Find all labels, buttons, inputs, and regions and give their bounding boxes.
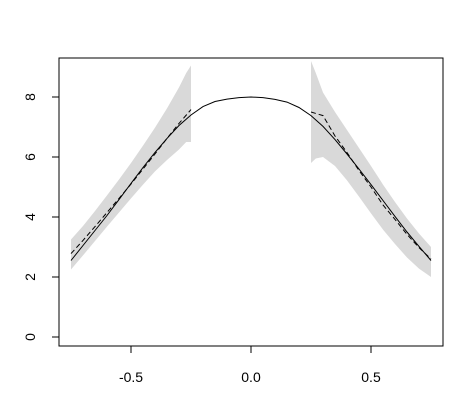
y-tick-label: 2 — [22, 273, 38, 281]
dashed-series-line-3 — [310, 111, 432, 260]
x-axis: -0.5 0.0 0.5 — [119, 345, 381, 385]
y-tick-label: 6 — [22, 153, 38, 161]
dashed-series-line-2 — [70, 109, 192, 254]
x-tick-label: 0.0 — [241, 369, 261, 385]
y-axis: 0 2 4 6 8 — [22, 93, 60, 341]
y-tick-label: 4 — [22, 213, 38, 221]
confidence-band-1 — [71, 65, 191, 270]
y-tick-label: 0 — [22, 333, 38, 341]
series-lines — [70, 96, 432, 261]
confidence-bands — [71, 61, 431, 277]
y-tick-label: 8 — [22, 93, 38, 101]
x-tick-label: -0.5 — [119, 369, 143, 385]
x-tick-label: 0.5 — [361, 369, 381, 385]
confidence-band-2 — [311, 61, 431, 277]
